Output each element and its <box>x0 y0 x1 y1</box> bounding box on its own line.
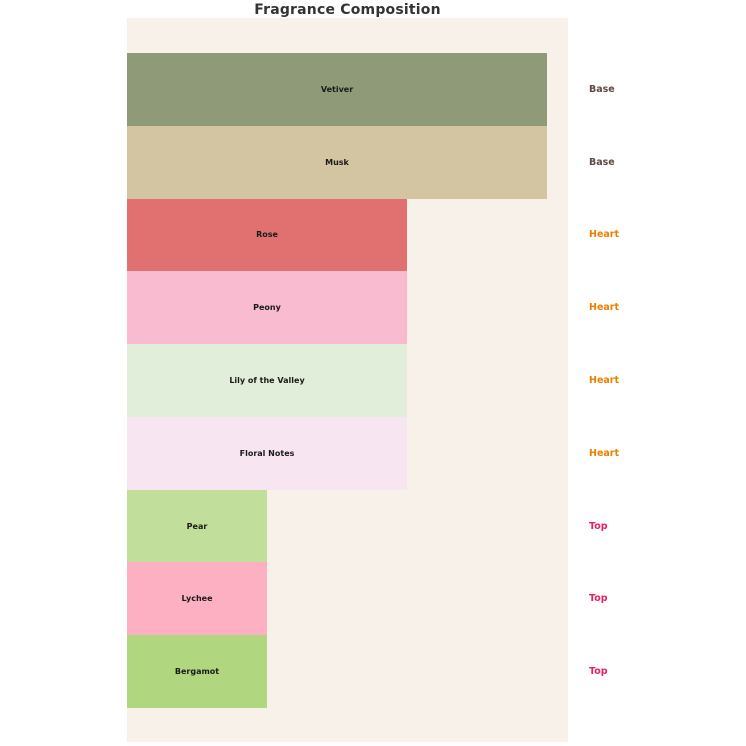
stage-label: Heart <box>589 447 620 459</box>
note-bar: Lychee <box>127 562 267 636</box>
stage-label: Heart <box>589 302 620 314</box>
stage-label: Heart <box>589 374 620 386</box>
note-bar: Rose <box>127 198 407 272</box>
chart-title: Fragrance Composition <box>254 2 441 18</box>
bar-row-floral-notes: Floral Notes <box>127 416 568 490</box>
note-label: Lychee <box>181 594 213 604</box>
stage-label: Base <box>589 156 615 168</box>
stage-label: Top <box>589 593 608 605</box>
note-bar: Musk <box>127 125 547 199</box>
stage-label: Heart <box>589 229 620 241</box>
note-label: Vetiver <box>320 84 354 94</box>
note-label: Floral Notes <box>239 448 295 458</box>
stage-label: Base <box>589 83 615 95</box>
bar-row-musk: Musk <box>127 125 568 199</box>
note-bar: Peony <box>127 271 407 345</box>
bar-row-peony: Peony <box>127 271 568 345</box>
note-label: Musk <box>325 157 349 167</box>
plot-area: Vetiver Musk Rose Peony Lily of the Vall… <box>127 18 568 742</box>
note-label: Lily of the Valley <box>229 375 305 385</box>
note-bar: Pear <box>127 489 267 563</box>
bar-row-lily-of-the-valley: Lily of the Valley <box>127 344 568 417</box>
bar-row-pear: Pear <box>127 489 568 563</box>
note-bar: Lily of the Valley <box>127 344 407 417</box>
note-bar: Floral Notes <box>127 416 407 490</box>
note-label: Pear <box>186 521 208 531</box>
stage-label: Top <box>589 666 608 678</box>
bar-row-vetiver: Vetiver <box>127 53 568 126</box>
note-bar: Bergamot <box>127 635 267 708</box>
bar-row-bergamot: Bergamot <box>127 635 568 708</box>
bar-row-rose: Rose <box>127 198 568 272</box>
note-label: Peony <box>253 303 281 313</box>
note-label: Rose <box>256 230 278 240</box>
note-label: Bergamot <box>174 667 220 677</box>
bar-row-lychee: Lychee <box>127 562 568 636</box>
stage-label: Top <box>589 520 608 532</box>
note-bar: Vetiver <box>127 53 547 126</box>
